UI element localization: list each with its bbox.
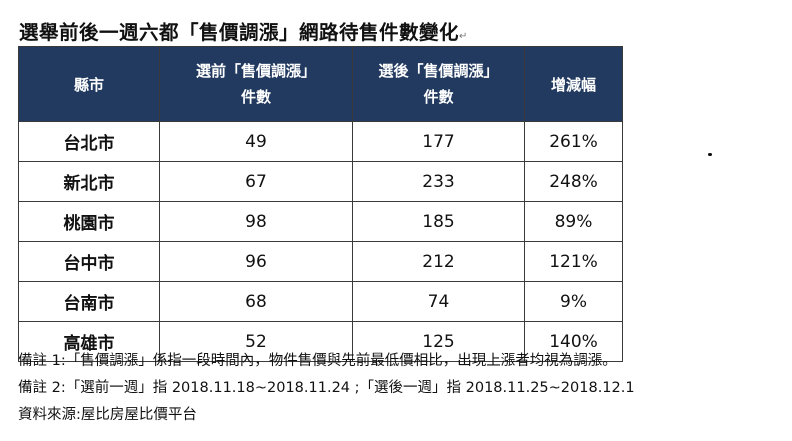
cell-before: 49 — [159, 121, 353, 162]
table-row: 台北市 49 177 261% — [18, 121, 623, 162]
cell-before: 98 — [159, 201, 353, 242]
cell-change: 89% — [524, 201, 623, 242]
table-row: 台中市 96 212 121% — [18, 241, 623, 282]
note-2: 備註 2:「選前一週」指 2018.11.18~2018.11.24 ;「選後一… — [18, 380, 635, 396]
cell-before: 67 — [159, 161, 353, 202]
cell-before: 68 — [159, 281, 353, 322]
note-1: 備註 1:「售價調漲」係指一段時間內，物件售價與先前最低價相比，出現上漲者均視為… — [18, 353, 617, 369]
header-before: 選前「售價調漲」 件數 — [159, 46, 353, 122]
cell-city: 台中市 — [18, 241, 160, 282]
cell-after: 212 — [352, 241, 525, 282]
document-title: 選舉前後一週六都「售價調漲」網路待售件數變化↵ — [19, 16, 468, 45]
cell-city: 新北市 — [18, 161, 160, 202]
table-row: 台南市 68 74 9% — [18, 281, 623, 322]
notes-block: 備註 1:「售價調漲」係指一段時間內，物件售價與先前最低價相比，出現上漲者均視為… — [18, 348, 635, 429]
table-row: 桃園市 98 185 89% — [18, 201, 623, 242]
cell-city: 高雄市 — [18, 321, 160, 362]
header-after-line2: 件數 — [423, 88, 454, 106]
cell-city: 台南市 — [18, 281, 160, 322]
cell-after: 233 — [352, 161, 525, 202]
stray-dot — [708, 153, 712, 156]
table-row: 高雄市 52 125 140% — [18, 321, 623, 362]
cell-change: 261% — [524, 121, 623, 162]
source-note: 資料來源:屋比房屋比價平台 — [18, 407, 197, 423]
header-change: 增減幅 — [524, 46, 623, 122]
cell-after: 177 — [352, 121, 525, 162]
cell-after: 125 — [352, 321, 525, 362]
cell-after: 74 — [352, 281, 525, 322]
cell-change: 121% — [524, 241, 623, 282]
cell-change: 140% — [524, 321, 623, 362]
header-before-line1: 選前「售價調漲」 — [195, 62, 316, 80]
cell-city: 桃園市 — [18, 201, 160, 242]
header-after: 選後「售價調漲」 件數 — [352, 46, 525, 122]
table-header-row: 縣市 選前「售價調漲」 件數 選後「售價調漲」 件數 增減幅 — [18, 46, 623, 122]
cell-before: 96 — [159, 241, 353, 282]
cell-city: 台北市 — [18, 121, 160, 162]
paragraph-mark: ↵ — [459, 31, 468, 42]
cell-after: 185 — [352, 201, 525, 242]
cell-change: 9% — [524, 281, 623, 322]
header-after-line1: 選後「售價調漲」 — [378, 62, 499, 80]
cell-change: 248% — [524, 161, 623, 202]
header-city: 縣市 — [18, 46, 160, 122]
title-text: 選舉前後一週六都「售價調漲」網路待售件數變化 — [19, 21, 460, 44]
table-row: 新北市 67 233 248% — [18, 161, 623, 202]
header-before-line2: 件數 — [240, 88, 271, 106]
listing-change-table: 縣市 選前「售價調漲」 件數 選後「售價調漲」 件數 增減幅 台北市 49 17… — [18, 46, 623, 362]
